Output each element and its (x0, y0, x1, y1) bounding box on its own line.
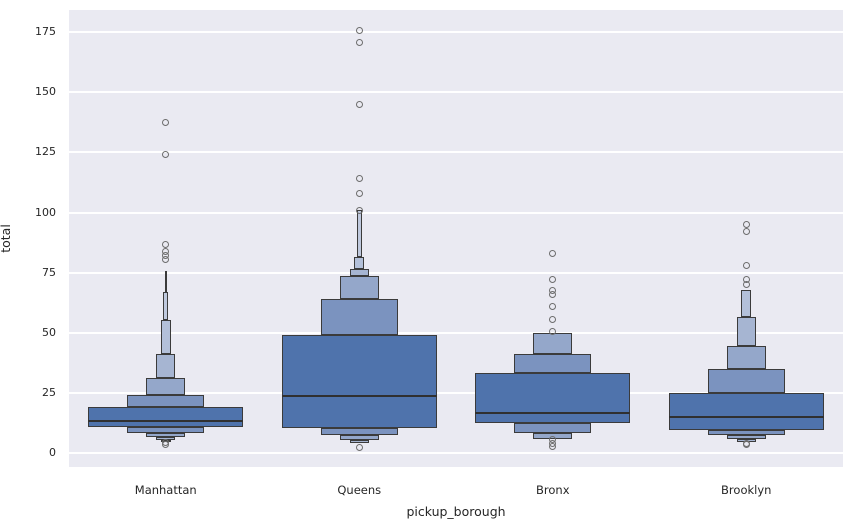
boxen-box (127, 427, 205, 434)
outlier-point (549, 287, 557, 295)
outlier-point (742, 228, 750, 236)
outlier-point (549, 249, 557, 257)
boxen-box (668, 393, 824, 430)
gridline (69, 211, 843, 214)
boxen-box (146, 433, 186, 438)
boxen-box (475, 373, 631, 424)
outlier-point (162, 119, 170, 127)
boxen-box (164, 270, 167, 292)
y-tick-label: 0 (49, 446, 56, 460)
median-line (88, 419, 244, 422)
x-axis-title: pickup_borough (406, 504, 506, 519)
boxen-box (356, 210, 362, 257)
x-category-label: Bronx (536, 483, 570, 497)
gridline (69, 452, 843, 455)
boxen-box (127, 395, 205, 408)
gridline (69, 91, 843, 94)
outlier-point (549, 442, 557, 450)
outlier-point (742, 275, 750, 283)
y-tick-label: 100 (35, 205, 56, 219)
gridline (69, 331, 843, 334)
boxen-box (146, 378, 186, 396)
outlier-point (355, 444, 363, 452)
y-tick-label: 75 (42, 265, 56, 279)
boxen-box (320, 427, 398, 435)
outlier-point (355, 174, 363, 182)
boxen-box (736, 316, 756, 346)
boxen-box (707, 429, 785, 435)
plot-area (69, 10, 843, 467)
boxen-box (354, 256, 365, 270)
x-category-label: Brooklyn (721, 483, 772, 497)
x-category-row: Manhattan Queens Bronx Brooklyn (69, 483, 843, 499)
gridline (69, 391, 843, 394)
y-tick-label: 175 (35, 25, 56, 39)
outlier-point (549, 328, 557, 336)
boxen-box (160, 320, 171, 355)
median-line (668, 416, 824, 419)
outlier-point (549, 302, 557, 310)
outlier-point (742, 220, 750, 228)
y-tick-label: 25 (42, 385, 56, 399)
y-tick-column: 0 25 50 75 100 125 150 175 (0, 10, 56, 467)
boxen-box (349, 439, 369, 443)
boxen-box (339, 435, 379, 440)
outlier-point (742, 441, 750, 449)
outlier-point (549, 316, 557, 324)
gridline (69, 271, 843, 274)
boxen-box (726, 346, 766, 370)
outlier-point (355, 26, 363, 34)
boxen-box (514, 423, 592, 433)
y-tick-label: 150 (35, 85, 56, 99)
outlier-point (355, 189, 363, 197)
median-line (475, 411, 631, 414)
outlier-point (355, 38, 363, 46)
median-line (281, 395, 437, 398)
boxen-box (533, 332, 573, 354)
outlier-point (549, 276, 557, 284)
outlier-point (162, 247, 170, 255)
boxen-box (88, 407, 244, 428)
boxen-box (320, 299, 398, 335)
boxen-box (163, 291, 169, 321)
boxen-box (156, 354, 176, 379)
outlier-point (162, 241, 170, 249)
x-category-label: Manhattan (134, 483, 197, 497)
outlier-point (742, 261, 750, 269)
boxen-box (281, 334, 437, 428)
outlier-point (355, 206, 363, 214)
boxen-box (741, 290, 752, 317)
outlier-point (355, 100, 363, 108)
outlier-point (162, 150, 170, 158)
outlier-point (162, 440, 170, 448)
boxen-box (726, 435, 766, 440)
x-category-label: Queens (337, 483, 382, 497)
boxen-box (514, 353, 592, 374)
gridline (69, 151, 843, 154)
boxen-box (339, 276, 379, 300)
y-tick-label: 125 (35, 145, 56, 159)
gridline (69, 31, 843, 34)
boxen-box (349, 269, 369, 277)
boxen-box (707, 369, 785, 394)
y-tick-label: 50 (42, 325, 56, 339)
